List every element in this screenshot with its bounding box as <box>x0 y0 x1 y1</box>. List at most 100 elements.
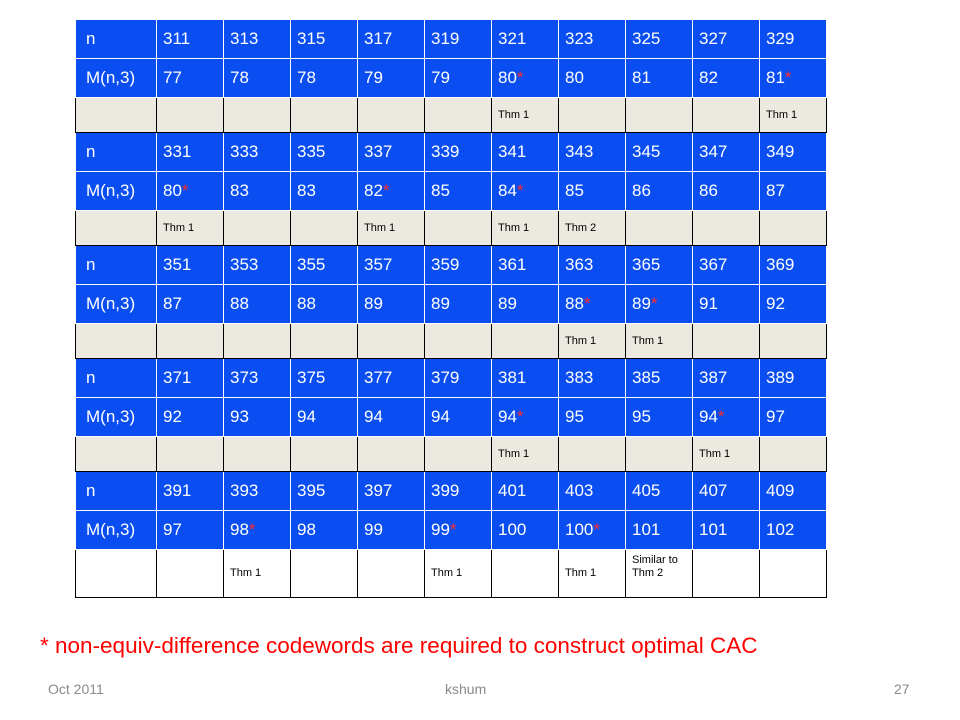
theorem-note-cell: Thm 1 <box>223 549 291 598</box>
theorem-note: Thm 1 <box>498 221 530 234</box>
theorem-note-cell: Thm 1 <box>558 323 626 359</box>
n-value-cell: 397 <box>357 471 425 511</box>
theorem-note-cell <box>156 436 224 472</box>
star-marker: * <box>717 407 725 426</box>
m-value-cell: 88* <box>558 284 626 324</box>
theorem-note-cell <box>759 210 827 246</box>
note-empty-cell <box>75 436 157 472</box>
theorem-note-cell <box>223 210 291 246</box>
m-value: 89 <box>364 294 383 313</box>
m-value: 92 <box>163 407 182 426</box>
theorem-note-cell <box>759 323 827 359</box>
theorem-note-cell <box>290 323 358 359</box>
star-marker: * <box>593 520 600 539</box>
footer-author: kshum <box>445 681 487 697</box>
footer-date: Oct 2011 <box>48 681 104 697</box>
m-value: 79 <box>431 68 450 87</box>
footnote: * non-equiv-difference codewords are req… <box>40 633 758 658</box>
star-marker: * <box>516 407 524 426</box>
theorem-note-cell <box>223 323 291 359</box>
note-empty-cell <box>75 323 157 359</box>
m-value-cell: 101 <box>692 510 760 550</box>
n-value-cell: 323 <box>558 19 626 59</box>
theorem-note: Thm 1 <box>498 108 530 121</box>
theorem-note-cell <box>424 323 492 359</box>
n-value-cell: 335 <box>290 132 358 172</box>
m-value: 94 <box>297 407 316 426</box>
n-value-cell: 375 <box>290 358 358 398</box>
m-value: 84 <box>498 181 517 200</box>
m-value-cell: 86 <box>692 171 760 211</box>
n-value-cell: 349 <box>759 132 827 172</box>
theorem-note-cell: Thm 1 <box>558 549 626 598</box>
m-value: 99 <box>364 520 383 539</box>
star-marker: * <box>449 520 457 539</box>
m-value-cell: 78 <box>290 58 358 98</box>
m-value: 101 <box>632 520 661 539</box>
m-value: 94 <box>431 407 450 426</box>
n-value-cell: 329 <box>759 19 827 59</box>
m-row-label: M(n,3) <box>75 284 157 324</box>
m-value: 97 <box>766 407 785 426</box>
n-value-cell: 369 <box>759 245 827 285</box>
theorem-note-cell <box>692 97 760 133</box>
n-row-label: n <box>75 358 157 398</box>
m-value: 102 <box>766 520 795 539</box>
n-value-cell: 355 <box>290 245 358 285</box>
m-value: 86 <box>699 181 718 200</box>
n-value-cell: 313 <box>223 19 291 59</box>
n-value-cell: 359 <box>424 245 492 285</box>
m-value: 95 <box>565 407 584 426</box>
theorem-note-cell <box>424 436 492 472</box>
m-value: 94 <box>699 407 718 426</box>
m-value-cell: 87 <box>759 171 827 211</box>
theorem-note: Thm 2 <box>565 221 597 234</box>
theorem-note-cell <box>625 210 693 246</box>
theorem-note-cell <box>223 97 291 133</box>
m-value: 98 <box>297 520 316 539</box>
m-row-label: M(n,3) <box>75 397 157 437</box>
m-value: 83 <box>230 181 249 200</box>
n-value-cell: 381 <box>491 358 559 398</box>
m-value-cell: 85 <box>558 171 626 211</box>
theorem-note: Thm 1 <box>766 108 798 121</box>
m-row: M(n,3) 87 88 88 89 89 89 88* 89* 91 92 <box>75 284 827 324</box>
theorem-note-row: Thm 1 Thm 1 <box>75 97 827 133</box>
n-value-cell: 341 <box>491 132 559 172</box>
n-row-label: n <box>75 471 157 511</box>
theorem-note: Thm 1 <box>230 567 262 579</box>
n-row: n 391 393 395 397 399 401 403 405 407 409 <box>75 471 827 511</box>
theorem-note-cell: Thm 1 <box>625 323 693 359</box>
m-value-cell: 80* <box>156 171 224 211</box>
n-value-cell: 383 <box>558 358 626 398</box>
m-value: 91 <box>699 294 718 313</box>
n-value-cell: 319 <box>424 19 492 59</box>
n-row: n 371 373 375 377 379 381 383 385 387 389 <box>75 358 827 398</box>
m-value-cell: 98* <box>223 510 291 550</box>
m-value-cell: 89 <box>491 284 559 324</box>
theorem-note-cell <box>424 97 492 133</box>
theorem-note-cell <box>625 97 693 133</box>
n-value-cell: 409 <box>759 471 827 511</box>
m-value-cell: 89 <box>424 284 492 324</box>
m-value-cell: 84* <box>491 171 559 211</box>
m-value: 87 <box>163 294 182 313</box>
footer-page-number: 27 <box>894 681 910 697</box>
theorem-note: Similar to Thm 2 <box>632 554 678 579</box>
star-marker: * <box>583 294 591 313</box>
theorem-note-cell: Similar to Thm 2 <box>625 549 693 598</box>
m-value: 82 <box>364 181 383 200</box>
star-marker: * <box>516 68 524 87</box>
m-value-cell: 92 <box>759 284 827 324</box>
m-value-cell: 94* <box>491 397 559 437</box>
m-value: 95 <box>632 407 651 426</box>
theorem-note: Thm 1 <box>163 221 195 234</box>
theorem-note: Thm 1 <box>699 447 731 460</box>
m-value: 89 <box>632 294 651 313</box>
m-value: 78 <box>297 68 316 87</box>
m-value: 93 <box>230 407 249 426</box>
n-value-cell: 321 <box>491 19 559 59</box>
m-value-cell: 97 <box>759 397 827 437</box>
m-value: 88 <box>565 294 584 313</box>
m-value: 88 <box>230 294 249 313</box>
